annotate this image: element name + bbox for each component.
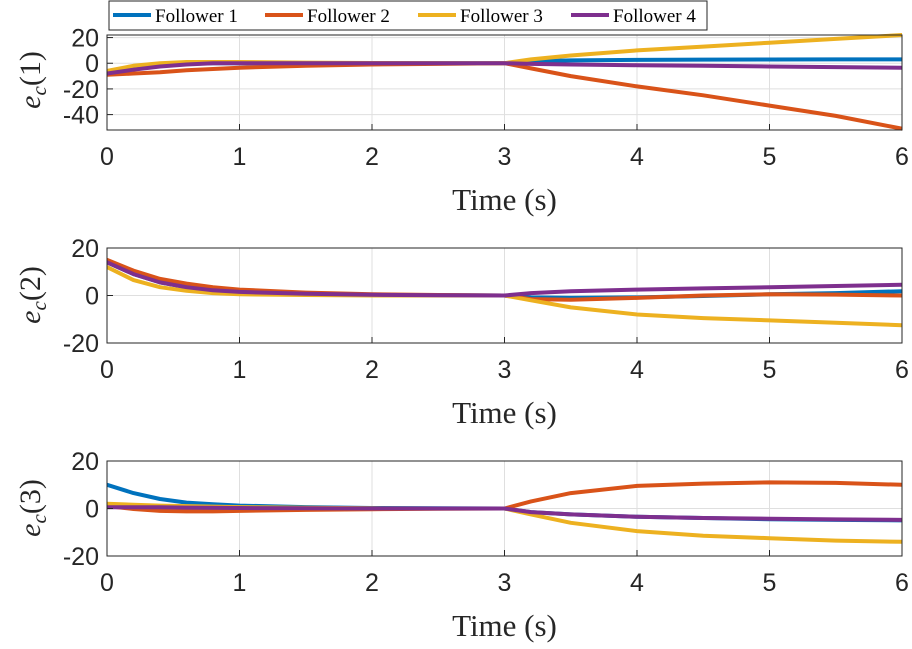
x-tick-label: 4 xyxy=(630,143,644,171)
y-tick-label: 20 xyxy=(71,235,99,263)
x-tick-label: 5 xyxy=(763,143,777,171)
x-axis-label: Time (s) xyxy=(452,182,557,217)
y-tick-label: 20 xyxy=(71,448,99,476)
x-tick-label: 0 xyxy=(100,143,114,171)
x-tick-label: 5 xyxy=(763,356,777,384)
x-tick-label: 2 xyxy=(365,569,379,597)
y-tick-label: -20 xyxy=(63,543,99,571)
x-axis-label: Time (s) xyxy=(452,395,557,430)
x-tick-label: 3 xyxy=(498,356,512,384)
y-tick-label: -20 xyxy=(63,76,99,104)
legend-entry-label: Follower 1 xyxy=(155,6,238,27)
y-tick-label: 0 xyxy=(85,283,99,311)
x-tick-label: 2 xyxy=(365,356,379,384)
x-tick-label: 0 xyxy=(100,569,114,597)
series-line-4 xyxy=(107,61,902,76)
x-tick-label: 1 xyxy=(233,356,247,384)
x-tick-label: 2 xyxy=(365,143,379,171)
y-tick-label: -20 xyxy=(63,330,99,358)
x-tick-label: 1 xyxy=(233,143,247,171)
x-tick-label: 3 xyxy=(498,569,512,597)
series-line-4 xyxy=(107,505,902,522)
x-tick-label: 6 xyxy=(895,143,909,171)
y-axis-label: ec(1) xyxy=(14,51,51,109)
x-tick-label: 1 xyxy=(233,569,247,597)
legend: Follower 1 Follower 2 Follower 3 Follower 4 xyxy=(108,0,708,31)
x-tick-label: 0 xyxy=(100,356,114,384)
y-tick-label: 0 xyxy=(85,50,99,78)
x-tick-label: 5 xyxy=(763,569,777,597)
y-tick-label: 20 xyxy=(71,25,99,53)
y-tick-label: -40 xyxy=(63,102,99,130)
x-tick-label: 3 xyxy=(498,143,512,171)
y-tick-label: 0 xyxy=(85,496,99,524)
x-tick-label: 4 xyxy=(630,356,644,384)
x-tick-label: 6 xyxy=(895,569,909,597)
x-axis-label: Time (s) xyxy=(452,608,557,643)
legend-entry-label: Follower 3 xyxy=(460,6,543,27)
legend-entry-label: Follower 2 xyxy=(307,6,390,27)
series-line-4 xyxy=(107,260,902,298)
y-axis-label: ec(3) xyxy=(14,479,51,537)
x-tick-label: 4 xyxy=(630,569,644,597)
legend-entry-label: Follower 4 xyxy=(613,6,696,27)
y-axis-label: ec(2) xyxy=(14,266,51,324)
x-tick-label: 6 xyxy=(895,356,909,384)
